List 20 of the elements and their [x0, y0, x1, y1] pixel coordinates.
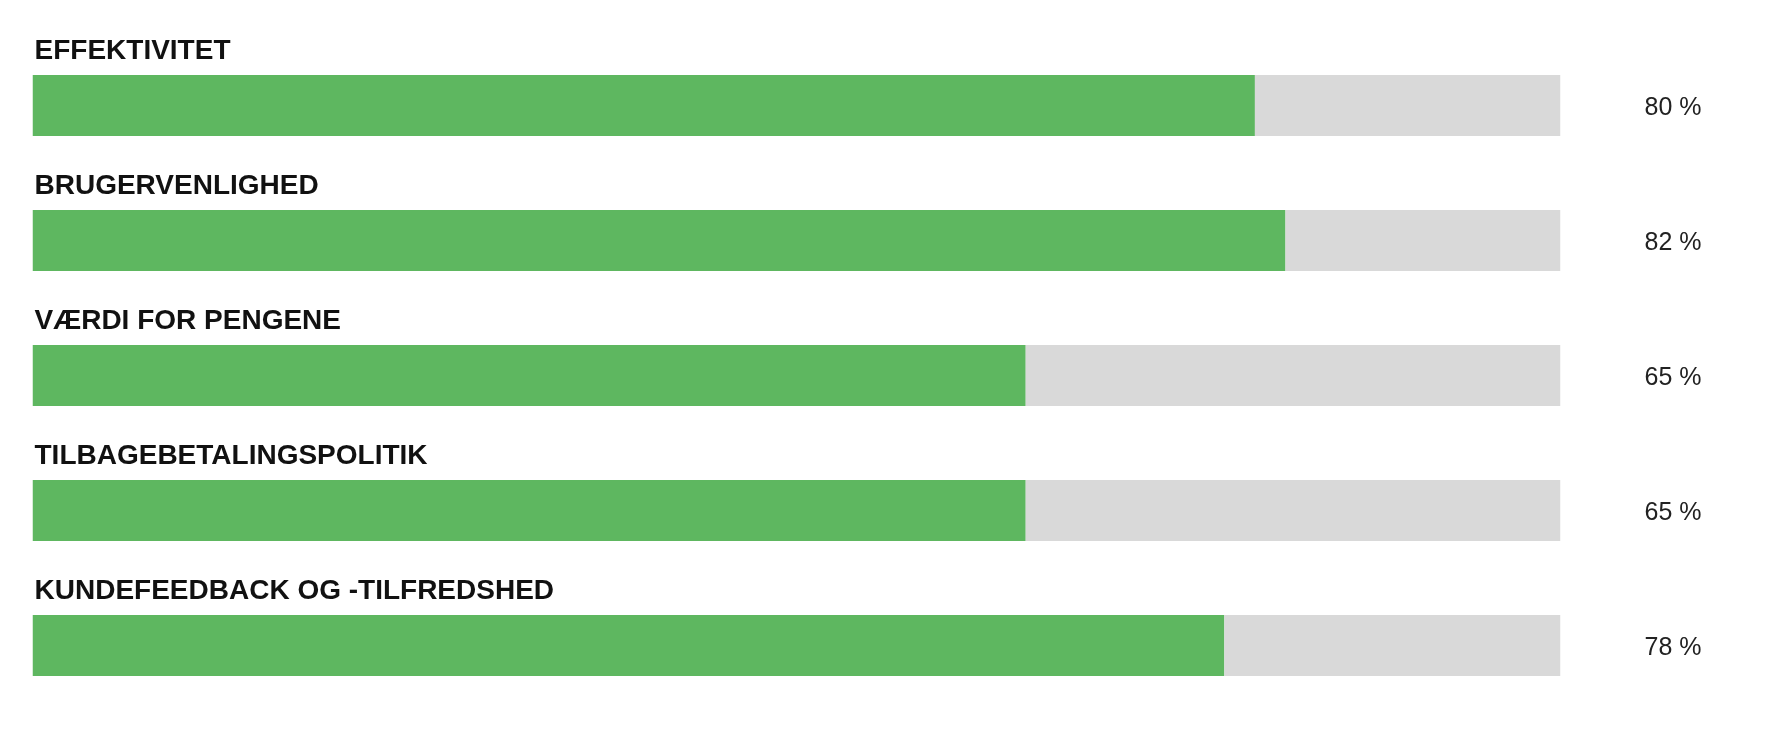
- bar: [32, 210, 1286, 271]
- bar: [32, 615, 1225, 676]
- bar: [1254, 75, 1561, 136]
- bar: [1224, 615, 1561, 676]
- bar: [1285, 210, 1561, 271]
- bar: [32, 345, 1026, 406]
- y-tick-label: KUNDEFEEDBACK OG -TILFREDSHED: [34, 574, 555, 605]
- data-label: 65 %: [1644, 496, 1702, 525]
- y-tick-label: VÆRDI FOR PENGENE: [34, 304, 341, 335]
- y-tick-label: BRUGERVENLIGHED: [34, 169, 319, 200]
- data-label: 65 %: [1644, 361, 1702, 390]
- data-label: 78 %: [1644, 631, 1702, 660]
- y-tick-label: TILBAGEBETALINGSPOLITIK: [34, 439, 428, 470]
- bar: [1025, 345, 1561, 406]
- bar: [32, 480, 1026, 541]
- data-label: 80 %: [1644, 91, 1702, 120]
- bar: [32, 75, 1255, 136]
- y-tick-label: EFFEKTIVITET: [34, 34, 231, 65]
- bar: [1025, 480, 1561, 541]
- data-label: 82 %: [1644, 226, 1702, 255]
